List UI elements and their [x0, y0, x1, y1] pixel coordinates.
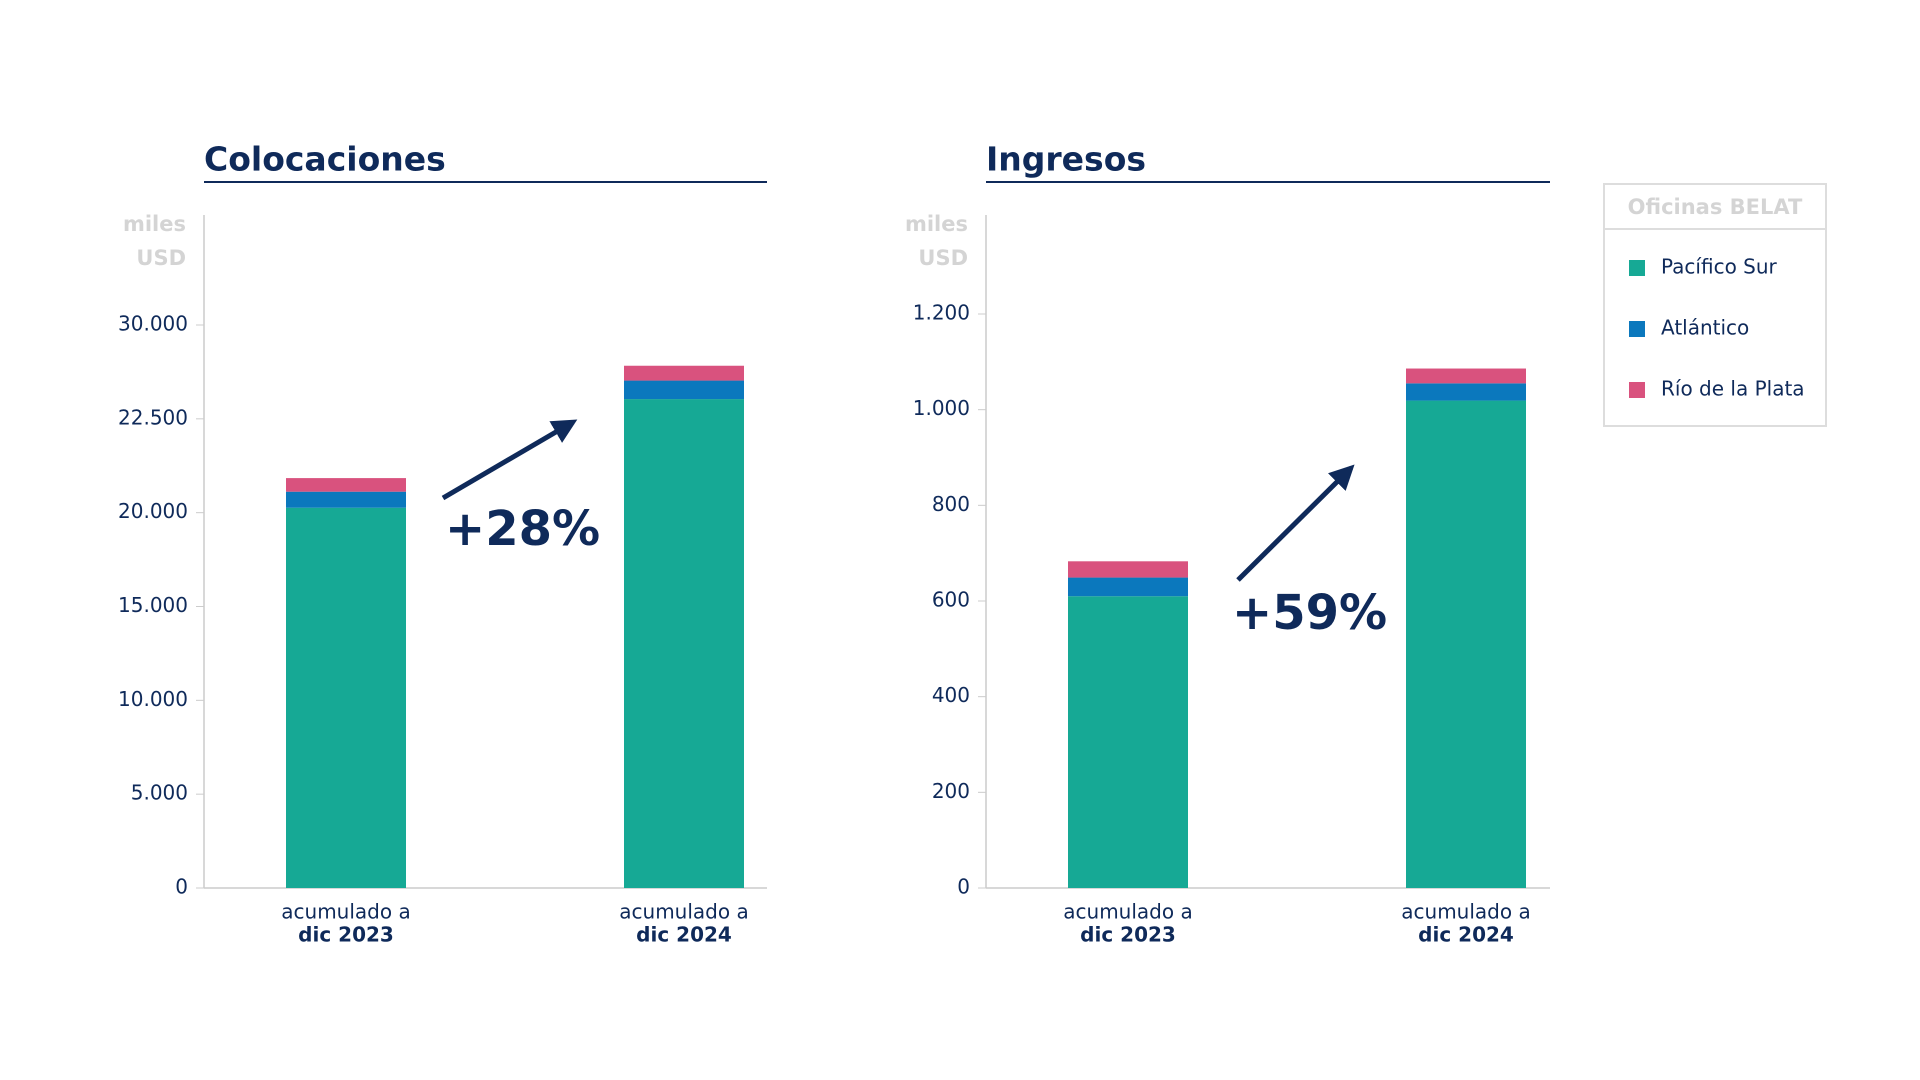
y-tick-label: 600: [932, 588, 970, 612]
legend-label: Pacífico Sur: [1661, 255, 1778, 279]
bar-segment: [1068, 561, 1188, 578]
bar-segment: [1406, 383, 1526, 401]
bar-segment: [1068, 577, 1188, 597]
y-tick-label: 5.000: [131, 781, 188, 805]
growth-arrow: [441, 419, 578, 501]
legend-swatch: [1629, 260, 1645, 276]
x-tick-label: dic 2023: [298, 923, 394, 947]
y-tick-label: 1.000: [913, 396, 970, 420]
y-tick-label: 1.200: [913, 301, 970, 325]
y-tick-label: 15.000: [118, 593, 188, 617]
y-tick-label: 30.000: [118, 312, 188, 336]
x-tick-label: acumulado a: [281, 900, 410, 924]
y-unit: USD: [918, 246, 968, 270]
growth-label: +59%: [1232, 585, 1387, 641]
growth-label: +28%: [445, 501, 600, 557]
x-tick-label: dic 2024: [1418, 923, 1514, 947]
x-tick-label: dic 2024: [636, 923, 732, 947]
legend-swatch: [1629, 382, 1645, 398]
y-tick-label: 200: [932, 779, 970, 803]
y-unit: USD: [136, 246, 186, 270]
chart-title: Colocaciones: [204, 140, 446, 179]
y-unit: miles: [123, 212, 186, 236]
bar-segment: [286, 478, 406, 492]
bar-segment: [624, 365, 744, 381]
bar-segment: [1406, 368, 1526, 384]
legend-label: Río de la Plata: [1661, 377, 1805, 401]
x-tick-label: dic 2023: [1080, 923, 1176, 947]
legend-swatch: [1629, 321, 1645, 337]
y-tick-label: 400: [932, 683, 970, 707]
y-tick-label: 10.000: [118, 687, 188, 711]
x-tick-label: acumulado a: [1063, 900, 1192, 924]
chart-title: Ingresos: [986, 140, 1146, 179]
legend-title: Oficinas BELAT: [1628, 195, 1803, 219]
x-tick-label: acumulado a: [1401, 900, 1530, 924]
bar-segment: [1068, 596, 1188, 888]
bar-segment: [624, 380, 744, 400]
bar-segment: [624, 399, 744, 888]
bar-segment: [286, 491, 406, 508]
bar-segment: [286, 507, 406, 888]
y-unit: miles: [905, 212, 968, 236]
y-tick-label: 20.000: [118, 499, 188, 523]
bar-segment: [1406, 400, 1526, 888]
x-tick-label: acumulado a: [619, 900, 748, 924]
growth-arrow: [1236, 464, 1355, 582]
y-tick-label: 0: [957, 875, 970, 899]
y-tick-label: 0: [175, 875, 188, 899]
y-tick-label: 800: [932, 492, 970, 516]
legend-label: Atlántico: [1661, 316, 1749, 340]
y-tick-label: 22.500: [118, 405, 188, 429]
